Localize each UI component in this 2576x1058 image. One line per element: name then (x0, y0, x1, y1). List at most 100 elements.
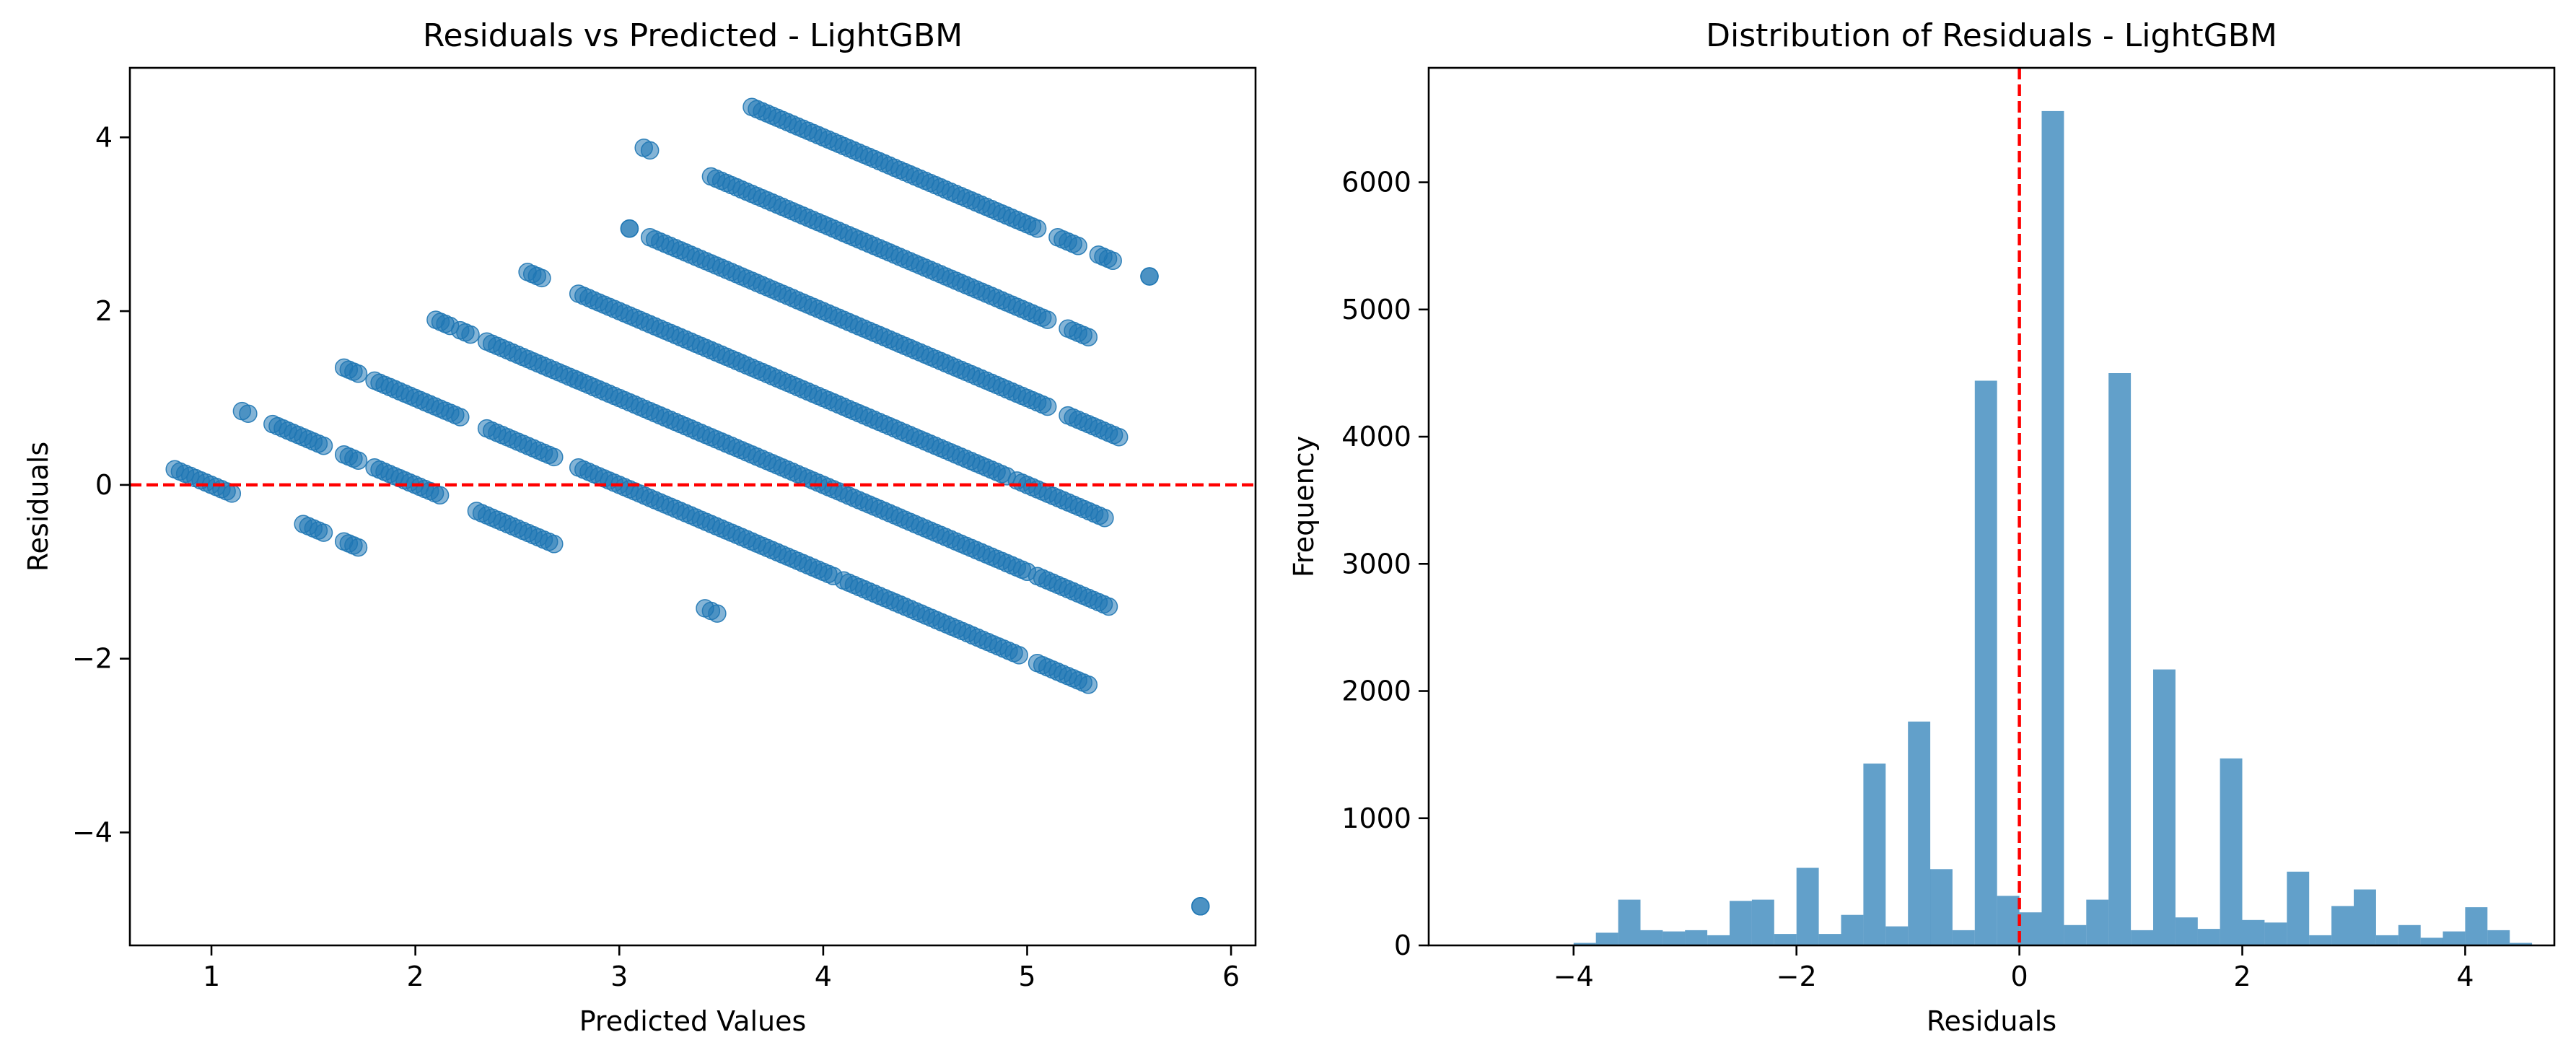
scatter-point (349, 538, 368, 557)
scatter-point (545, 535, 564, 554)
histogram-y-tick-label: 3000 (1341, 548, 1411, 580)
histogram-y-tick-label: 1000 (1341, 803, 1411, 834)
scatter-point (1038, 310, 1057, 329)
scatter-y-tick-label: 0 (95, 469, 113, 501)
scatter-y-tick-label: 2 (95, 295, 113, 327)
scatter-series-target-8 (742, 97, 1159, 286)
histogram-bar (2064, 924, 2087, 945)
scatter-point (1028, 219, 1047, 238)
scatter-point (1069, 237, 1087, 255)
scatter-plot-area (130, 97, 1256, 916)
histogram-bar (2309, 935, 2332, 945)
histogram-x-tick-label: 2 (2233, 961, 2251, 992)
scatter-point (314, 523, 333, 542)
scatter-x-tick-label: 3 (610, 961, 628, 992)
scatter-point (1140, 267, 1159, 286)
histogram-bar (2108, 373, 2132, 945)
histogram-axes-frame (1427, 66, 2556, 947)
histogram-bar (2041, 110, 2064, 945)
scatter-x-axis-label: Predicted Values (579, 1005, 807, 1037)
scatter-point (222, 484, 242, 503)
scatter-point (430, 486, 450, 505)
histogram-title: Distribution of Residuals - LightGBM (1706, 17, 2277, 54)
scatter-series-target-2 (232, 401, 727, 623)
scatter-point (239, 404, 258, 423)
histogram-y-axis-label: Frequency (1288, 436, 1320, 577)
scatter-point (708, 604, 727, 623)
histogram-bar (1774, 934, 1797, 945)
scatter-series-target-1 (165, 460, 368, 557)
scatter-point (1079, 676, 1098, 694)
scatter-x-tick-label: 6 (1222, 961, 1240, 992)
scatter-ticks: 1 2 3 4 5 6 −4 −2 0 2 4 (72, 121, 1240, 992)
histogram-bar (1595, 932, 1618, 945)
histogram-bar (2220, 758, 2243, 945)
histogram-y-tick-label: 5000 (1341, 294, 1411, 325)
scatter-y-axis-label: Residuals (22, 442, 54, 572)
histogram-bar (2264, 922, 2287, 945)
histogram-bar (1974, 380, 1997, 945)
histogram-bar (1908, 721, 1931, 945)
histogram-y-tick-label: 0 (1394, 930, 1411, 961)
histogram-bar (1640, 930, 1663, 945)
scatter-axes-frame (128, 66, 1257, 947)
scatter-point (620, 219, 639, 238)
scatter-point (314, 436, 333, 455)
scatter-point (1009, 646, 1028, 665)
histogram-bar (2019, 912, 2042, 945)
scatter-y-tick-label: 4 (95, 121, 113, 153)
scatter-point (1038, 397, 1057, 416)
scatter-point (640, 141, 660, 160)
scatter-title: Residuals vs Predicted - LightGBM (423, 17, 963, 54)
histogram-bar (1707, 935, 1730, 945)
histogram-bar (1573, 943, 1596, 945)
histogram-bar (2375, 935, 2398, 945)
histogram-bar (1841, 914, 1864, 945)
histogram-bar (2487, 930, 2510, 945)
histogram-bar (2331, 906, 2354, 945)
histogram-y-tick-label: 4000 (1341, 421, 1411, 453)
histogram-x-tick-label: −4 (1554, 961, 1594, 992)
scatter-point (1191, 897, 1210, 916)
scatter-point (349, 364, 368, 383)
histogram-bar (2197, 929, 2220, 945)
scatter-point (1099, 597, 1118, 616)
scatter-point (349, 451, 368, 470)
scatter-series-target-4 (426, 310, 1118, 616)
histogram-bar (1796, 867, 1819, 945)
scatter-x-tick-label: 4 (815, 961, 832, 992)
histogram-bar (1930, 869, 1953, 945)
scatter-point (1103, 251, 1122, 271)
histogram-bar (1952, 930, 1975, 945)
scatter-series-target-3 (334, 358, 1098, 694)
scatter-point (1109, 427, 1129, 447)
histogram-bar (1863, 764, 1886, 945)
histogram-bar (2153, 669, 2176, 945)
histogram-bar (2086, 899, 2109, 945)
scatter-chart: Residuals vs Predicted - LightGBM 1 2 3 4 5 6… (22, 17, 1257, 1037)
scatter-y-tick-label: −2 (72, 643, 113, 675)
histogram-bar (2398, 924, 2421, 945)
histogram-bar (1997, 896, 2020, 945)
scatter-series-target-5 (518, 263, 1114, 528)
histogram-bar (2354, 889, 2376, 945)
histogram-x-axis-label: Residuals (1927, 1005, 2056, 1037)
histogram-bar (1662, 931, 1686, 945)
scatter-point (1095, 508, 1114, 528)
histogram-y-tick-label: 2000 (1341, 676, 1411, 707)
scatter-x-tick-label: 1 (203, 961, 220, 992)
scatter-point (1079, 328, 1098, 346)
histogram-bar (2465, 907, 2488, 945)
histogram-plot-area (1573, 68, 2533, 945)
histogram-ticks: −4 −2 0 2 4 0 1000 2000 3000 4000 5000 6000 (1341, 167, 2474, 992)
scatter-x-tick-label: 2 (407, 961, 424, 992)
scatter-point (545, 447, 564, 467)
scatter-point (533, 268, 551, 288)
histogram-bar (2443, 931, 2466, 945)
histogram-y-tick-label: 6000 (1341, 167, 1411, 198)
histogram-bar (1885, 926, 1909, 945)
scatter-series-target-1 (1191, 897, 1210, 916)
scatter-x-tick-label: 5 (1018, 961, 1035, 992)
scatter-y-tick-label: −4 (72, 816, 113, 848)
